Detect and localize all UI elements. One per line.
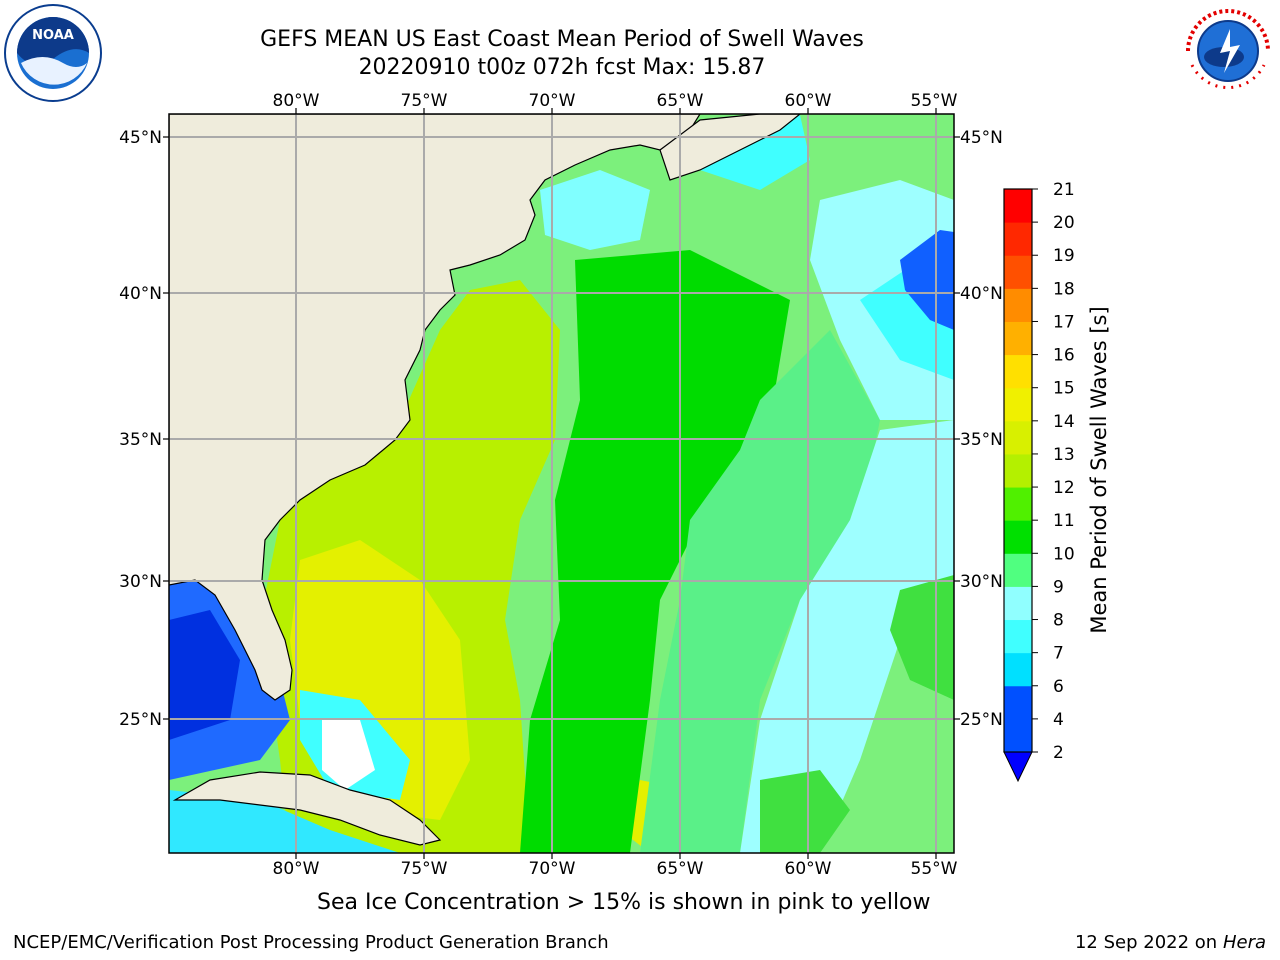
tick-marks xyxy=(163,108,960,859)
lat-label-right: 35°N xyxy=(960,430,1003,450)
lat-label-right: 40°N xyxy=(960,284,1003,304)
colorbar-segment xyxy=(1004,387,1032,422)
colorbar-label: Mean Period of Swell Waves [s] xyxy=(1087,306,1111,633)
footer-date-text: 12 Sep 2022 on xyxy=(1074,932,1218,953)
colorbar-tick-label: 12 xyxy=(1053,478,1075,498)
colorbar-segment xyxy=(1004,189,1032,223)
lat-label-left: 30°N xyxy=(119,572,162,592)
colorbar-under-arrow xyxy=(1003,751,1033,783)
colorbar-tick-label: 6 xyxy=(1053,677,1064,697)
colorbar-frame xyxy=(1003,188,1033,753)
colorbar-segment xyxy=(1004,288,1032,322)
colorbar-tick-label: 21 xyxy=(1053,180,1075,200)
noaa-logo-icon: NOAA xyxy=(3,3,103,107)
lon-label-bottom: 80°W xyxy=(273,859,320,879)
lon-label-top: 60°W xyxy=(785,91,832,111)
swell-zone-10s-se xyxy=(760,770,850,853)
colorbar-tick-label: 16 xyxy=(1053,346,1075,366)
colorbar-segment xyxy=(1004,520,1032,554)
lon-label-bottom: 60°W xyxy=(785,859,832,879)
lon-labels-bottom: 80°W 75°W 70°W 65°W 60°W 55°W xyxy=(273,859,958,879)
graticule xyxy=(169,114,954,853)
sea-ice-note: Sea Ice Concentration > 15% is shown in … xyxy=(317,890,931,915)
colorbar-ticks: 2 4 6 7 8 9 10 11 12 13 14 15 16 17 18 19 20 21 xyxy=(1032,180,1075,763)
lon-label-top: 65°W xyxy=(657,91,704,111)
colorbar-tick-label: 11 xyxy=(1053,511,1075,531)
swell-zone-gulf-deep xyxy=(169,610,240,740)
footer-credit: NCEP/EMC/Verification Post Processing Pr… xyxy=(13,932,609,953)
swell-zone-9s xyxy=(640,330,880,853)
swell-zone-7s-coast xyxy=(540,170,650,250)
colorbar-tick-label: 14 xyxy=(1053,412,1075,432)
lat-label-left: 25°N xyxy=(119,710,162,730)
colorbar-tick-label: 10 xyxy=(1053,544,1075,564)
lon-label-top: 70°W xyxy=(529,91,576,111)
map-area xyxy=(169,114,954,853)
colorbar-tick-label: 2 xyxy=(1053,743,1064,763)
map-title: GEFS MEAN US East Coast Mean Period of S… xyxy=(260,27,864,52)
lat-label-left: 35°N xyxy=(119,430,162,450)
colorbar-segment xyxy=(1004,354,1032,389)
lon-label-bottom: 70°W xyxy=(529,859,576,879)
colorbar-tick-label: 15 xyxy=(1053,379,1075,399)
colorbar-segment xyxy=(1004,685,1032,720)
lat-labels-right: 45°N 40°N 35°N 30°N 25°N xyxy=(960,128,1003,730)
lon-labels-top: 80°W 75°W 70°W 65°W 60°W 55°W xyxy=(273,91,958,111)
land-north-america xyxy=(169,114,701,701)
lon-label-bottom: 75°W xyxy=(401,859,448,879)
map-subtitle: 20220910 t00z 072h fcst Max: 15.87 xyxy=(358,55,766,80)
lon-label-top: 55°W xyxy=(911,91,958,111)
colorbar-segment xyxy=(1004,420,1032,455)
colorbar-segment xyxy=(1004,586,1032,621)
colorbar-segment xyxy=(1004,453,1032,488)
colorbar-tick-label: 17 xyxy=(1053,312,1075,332)
swell-zone-8s xyxy=(740,420,954,853)
footer-date: 12 Sep 2022 on Hera xyxy=(1075,932,1266,953)
colorbar-segment xyxy=(1004,222,1032,256)
colorbar-segment xyxy=(1004,718,1032,753)
swell-zone-11s xyxy=(520,250,790,853)
lon-label-top: 75°W xyxy=(401,91,448,111)
colorbar-tick-label: 20 xyxy=(1053,213,1075,233)
lat-label-right: 25°N xyxy=(960,710,1003,730)
colorbar-segments xyxy=(1004,189,1032,753)
colorbar-segment xyxy=(1004,553,1032,587)
colorbar-segment xyxy=(1004,321,1032,356)
lon-label-bottom: 65°W xyxy=(657,859,704,879)
colorbar-tick-label: 7 xyxy=(1053,644,1064,664)
lat-label-right: 45°N xyxy=(960,128,1003,148)
colorbar-segment xyxy=(1004,619,1032,654)
swell-zone-carib xyxy=(169,790,400,853)
colorbar-tick-label: 18 xyxy=(1053,279,1075,299)
colorbar-segment xyxy=(1004,652,1032,687)
lat-labels-left: 45°N 40°N 35°N 30°N 25°N xyxy=(119,128,162,730)
swell-zone-4s-ne xyxy=(900,230,954,330)
colorbar-tick-label: 9 xyxy=(1053,577,1064,597)
footer-host: Hera xyxy=(1222,932,1266,953)
lat-label-left: 45°N xyxy=(119,128,162,148)
svg-text:NOAA: NOAA xyxy=(32,28,74,43)
map-frame xyxy=(168,113,955,854)
lon-label-bottom: 55°W xyxy=(911,859,958,879)
colorbar-segment xyxy=(1004,487,1032,521)
colorbar-segment xyxy=(1004,255,1032,289)
lon-label-top: 80°W xyxy=(273,91,320,111)
colorbar-tick-label: 13 xyxy=(1053,445,1075,465)
nws-logo-icon xyxy=(1180,3,1276,103)
lat-label-left: 40°N xyxy=(119,284,162,304)
colorbar-tick-label: 19 xyxy=(1053,246,1075,266)
no-data-bahamas xyxy=(322,720,375,790)
lat-label-right: 30°N xyxy=(960,572,1003,592)
colorbar-tick-label: 4 xyxy=(1053,710,1064,730)
swell-zone-10s-e xyxy=(890,575,954,700)
land-cuba xyxy=(172,771,442,846)
colorbar: 2 4 6 7 8 9 10 11 12 13 14 15 16 17 18 19 20 21 Mean Peri… xyxy=(1003,180,1111,783)
colorbar-tick-label: 8 xyxy=(1053,611,1064,631)
